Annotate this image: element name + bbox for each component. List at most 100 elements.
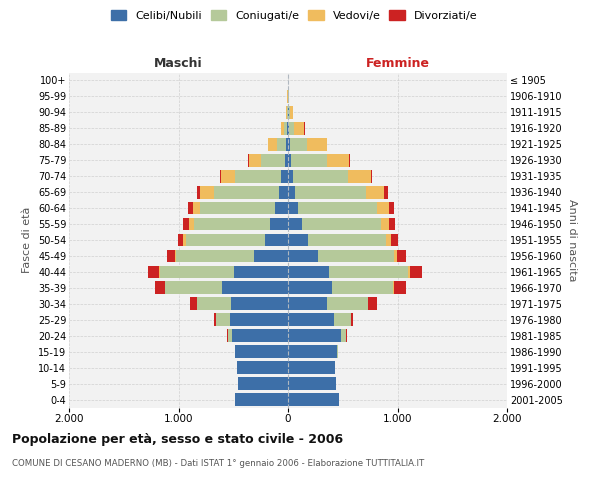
- Bar: [167, 250, 175, 262]
- Bar: [394, 282, 406, 294]
- Bar: [295, 122, 304, 134]
- Bar: [346, 330, 347, 342]
- Bar: [260, 154, 285, 166]
- Bar: [197, 186, 200, 198]
- Bar: [288, 282, 332, 294]
- Bar: [307, 138, 327, 150]
- Bar: [288, 186, 295, 198]
- Bar: [288, 170, 293, 182]
- Bar: [148, 266, 160, 278]
- Bar: [238, 377, 288, 390]
- Bar: [302, 218, 381, 230]
- Y-axis label: Anni di nascita: Anni di nascita: [566, 198, 577, 281]
- Bar: [235, 266, 288, 278]
- Bar: [332, 282, 393, 294]
- Bar: [295, 186, 366, 198]
- Y-axis label: Fasce di età: Fasce di età: [22, 207, 32, 273]
- Bar: [281, 122, 284, 134]
- Bar: [248, 154, 260, 166]
- Bar: [288, 234, 308, 246]
- Bar: [228, 330, 232, 342]
- Bar: [193, 202, 200, 214]
- Text: Femmine: Femmine: [365, 57, 430, 70]
- Bar: [410, 266, 422, 278]
- Bar: [186, 234, 265, 246]
- Bar: [281, 170, 288, 182]
- Bar: [284, 122, 287, 134]
- Bar: [317, 250, 394, 262]
- Bar: [386, 234, 391, 246]
- Bar: [389, 218, 395, 230]
- Bar: [288, 218, 302, 230]
- Bar: [289, 106, 290, 119]
- Bar: [190, 298, 197, 310]
- Bar: [175, 250, 176, 262]
- Bar: [288, 202, 298, 214]
- Bar: [277, 138, 286, 150]
- Bar: [381, 218, 389, 230]
- Bar: [285, 154, 288, 166]
- Bar: [288, 266, 329, 278]
- Bar: [223, 282, 288, 294]
- Bar: [368, 298, 377, 310]
- Bar: [221, 170, 235, 182]
- Bar: [155, 282, 165, 294]
- Bar: [394, 250, 397, 262]
- Bar: [409, 266, 410, 278]
- Bar: [298, 202, 377, 214]
- Bar: [214, 314, 215, 326]
- Bar: [188, 202, 193, 214]
- Bar: [232, 330, 288, 342]
- Bar: [351, 314, 353, 326]
- Bar: [254, 250, 288, 262]
- Bar: [231, 298, 288, 310]
- Bar: [397, 250, 406, 262]
- Bar: [288, 314, 334, 326]
- Bar: [385, 186, 388, 198]
- Bar: [290, 138, 307, 150]
- Text: Popolazione per età, sesso e stato civile - 2006: Popolazione per età, sesso e stato civil…: [12, 432, 343, 446]
- Bar: [371, 170, 372, 182]
- Bar: [279, 186, 288, 198]
- Bar: [200, 202, 275, 214]
- Bar: [288, 138, 290, 150]
- Bar: [327, 154, 349, 166]
- Bar: [391, 234, 398, 246]
- Bar: [366, 186, 385, 198]
- Bar: [183, 218, 189, 230]
- Bar: [341, 330, 346, 342]
- Bar: [220, 170, 221, 182]
- Bar: [293, 170, 347, 182]
- Bar: [288, 377, 336, 390]
- Bar: [288, 298, 328, 310]
- Bar: [291, 154, 327, 166]
- Bar: [166, 282, 223, 294]
- Bar: [393, 282, 394, 294]
- Bar: [329, 266, 409, 278]
- Bar: [216, 314, 230, 326]
- Bar: [268, 138, 277, 150]
- Bar: [334, 314, 351, 326]
- Bar: [235, 393, 288, 406]
- Bar: [286, 106, 287, 119]
- Bar: [275, 202, 288, 214]
- Bar: [197, 298, 231, 310]
- Bar: [289, 122, 295, 134]
- Bar: [288, 346, 337, 358]
- Bar: [194, 218, 271, 230]
- Text: COMUNE DI CESANO MADERNO (MB) - Dati ISTAT 1° gennaio 2006 - Elaborazione TUTTIT: COMUNE DI CESANO MADERNO (MB) - Dati IST…: [12, 459, 424, 468]
- Bar: [288, 393, 340, 406]
- Bar: [184, 234, 186, 246]
- Bar: [235, 346, 288, 358]
- Bar: [160, 266, 235, 278]
- Bar: [389, 202, 394, 214]
- Bar: [288, 330, 341, 342]
- Bar: [286, 138, 288, 150]
- Bar: [200, 186, 214, 198]
- Bar: [235, 170, 281, 182]
- Bar: [230, 314, 288, 326]
- Bar: [271, 218, 288, 230]
- Bar: [349, 154, 350, 166]
- Bar: [347, 170, 371, 182]
- Bar: [308, 234, 386, 246]
